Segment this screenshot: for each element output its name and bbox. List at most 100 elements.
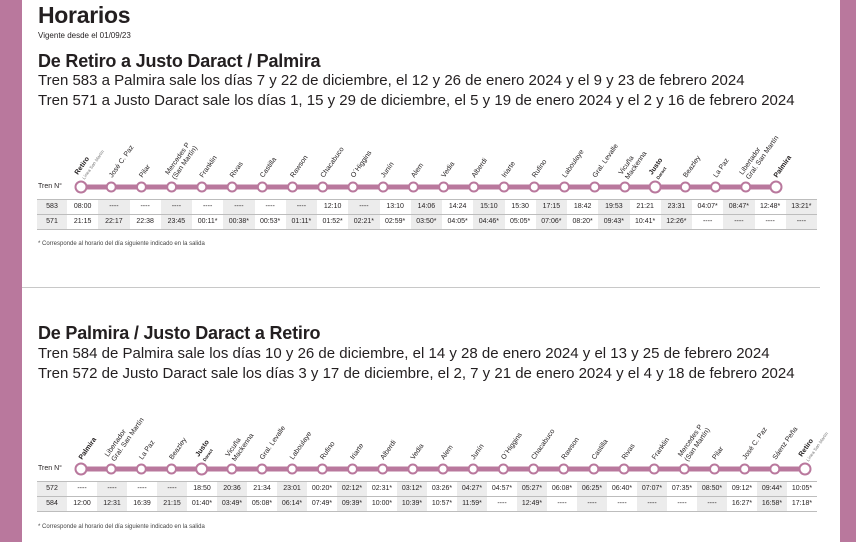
valid-since-label: Vigente desde el 01/09/23 <box>38 31 131 40</box>
station-dot <box>497 463 509 475</box>
station-name: Palmira <box>773 154 793 179</box>
time-cell: ---- <box>98 200 130 214</box>
time-cell: 10:41* <box>635 218 656 225</box>
station-label-castilla: Castilla <box>591 438 610 461</box>
time-cell: 04:07* <box>697 203 718 210</box>
time-cell: 12:48* <box>760 203 781 210</box>
station-name: Junín <box>380 161 396 179</box>
station-dot <box>74 180 88 194</box>
time-cell: 15:30 <box>511 203 529 210</box>
station-subname: (San Martín) <box>171 145 199 181</box>
station-name: Alberdi <box>471 157 489 179</box>
time-cell: ---- <box>160 200 192 214</box>
station-name: Retiro <box>798 438 815 459</box>
station-label-chacabuco: Chacabuco <box>530 428 556 461</box>
time-cell: 01:11* <box>285 215 317 229</box>
section-divider <box>22 287 820 288</box>
station-name: Mercedes P <box>164 141 191 176</box>
station-name: Laboulaye <box>289 431 313 462</box>
station-name: Pilar <box>138 163 152 179</box>
station-label-o-higgins: O´Higgins <box>500 431 524 461</box>
time-cell: 12:31 <box>97 497 127 511</box>
station-name: José C. Paz <box>108 144 136 179</box>
station-dot <box>407 181 419 193</box>
time-cell: 00:20* <box>311 485 333 492</box>
train-number: 583 <box>37 200 67 214</box>
station-subname: Daract <box>202 448 214 463</box>
station-label-laboulaye: Laboulaye <box>561 149 585 180</box>
time-cell: 03:26* <box>431 485 453 492</box>
time-cell: 12:26* <box>660 215 692 229</box>
time-cell: 04:57* <box>491 485 513 492</box>
time-cell: 16:58* <box>757 497 787 511</box>
station-label-jose-c-paz: José C. Paz <box>108 144 136 179</box>
station-name: Chacabuco <box>320 146 346 179</box>
section2-title: De Palmira / Justo Daract a Retiro <box>38 323 321 343</box>
station-label-pilar: Pilar <box>138 163 152 179</box>
station-label-la-paz: La Paz <box>138 439 157 461</box>
station-label-beazley: Beazley <box>682 154 702 179</box>
station-name: Vicuña <box>225 437 243 459</box>
station-dot <box>105 181 117 193</box>
station-name: Libertador <box>104 428 128 458</box>
time-cell: 10:05* <box>791 485 813 492</box>
station-name: Vicuña <box>618 155 636 177</box>
station-subname: (San Martín) <box>684 427 712 463</box>
station-label-alberdi: Alberdi <box>380 439 398 461</box>
time-cell: 02:21* <box>348 215 380 229</box>
station-label-iriarte: Iriarte <box>349 442 365 461</box>
station-dot <box>769 463 781 475</box>
time-cell: 05:27* <box>517 482 547 496</box>
station-dot <box>648 180 662 194</box>
station-dot <box>256 181 268 193</box>
time-cell: 01:40* <box>191 500 213 507</box>
station-name: Laboulaye <box>561 149 585 180</box>
right-accent-bar <box>840 0 856 542</box>
section2-footnote: * Corresponde al horario del día siguien… <box>38 524 205 530</box>
station-name: Castilla <box>259 156 278 179</box>
time-cell: 14:24 <box>448 203 467 210</box>
station-label-castilla: Castilla <box>259 156 278 179</box>
station-dot <box>468 181 480 193</box>
time-cell: 02:59* <box>385 218 406 225</box>
station-dot <box>287 181 299 193</box>
station-name: Junín <box>470 443 486 461</box>
time-cell: 04:05* <box>447 218 468 225</box>
time-cell: ---- <box>617 500 627 507</box>
time-cell: 19:53 <box>598 200 630 214</box>
station-label-alem: Alem <box>440 444 455 461</box>
schedule-table-1: 583 08:00 ---- ---- ---- ---- ---- ---- ---- 12:1… <box>37 199 817 230</box>
station-label-rivas: Rivas <box>621 442 637 461</box>
station-label-mercedes-p: Mercedes P(San Martín) <box>677 423 712 463</box>
time-cell: ---- <box>223 200 255 214</box>
station-label-gral-levalle: Gral. Levalle <box>592 143 620 179</box>
time-cell: 04:46* <box>473 215 505 229</box>
station-subname: Línea San Martín <box>81 149 105 181</box>
time-cell: 04:27* <box>457 482 487 496</box>
time-cell: ---- <box>77 485 87 492</box>
station-dot <box>377 463 389 475</box>
station-dot <box>498 181 510 193</box>
station-label-junin: Junín <box>470 443 486 461</box>
station-name: Mercedes P <box>677 423 704 458</box>
station-label-o-higgins: O´Higgins <box>350 149 374 179</box>
station-name: Vedia <box>441 161 457 179</box>
station-label-rawson: Rawson <box>561 436 581 461</box>
station-dot <box>135 181 147 193</box>
time-cell: 12:00 <box>73 500 91 507</box>
time-cell: 00:38* <box>223 215 255 229</box>
station-dot <box>739 463 751 475</box>
station-dot <box>226 181 238 193</box>
station-dot <box>588 463 600 475</box>
table-row: 572 ---- ---- ---- ---- 18:50 20:36 21:34 23:01 0… <box>37 481 817 496</box>
time-cell: 12:10 <box>323 203 342 210</box>
station-dot <box>347 181 359 193</box>
station-label-saenz-pena: Sáenz Peña <box>772 426 800 461</box>
station-dot <box>195 462 209 476</box>
station-dot <box>528 181 540 193</box>
